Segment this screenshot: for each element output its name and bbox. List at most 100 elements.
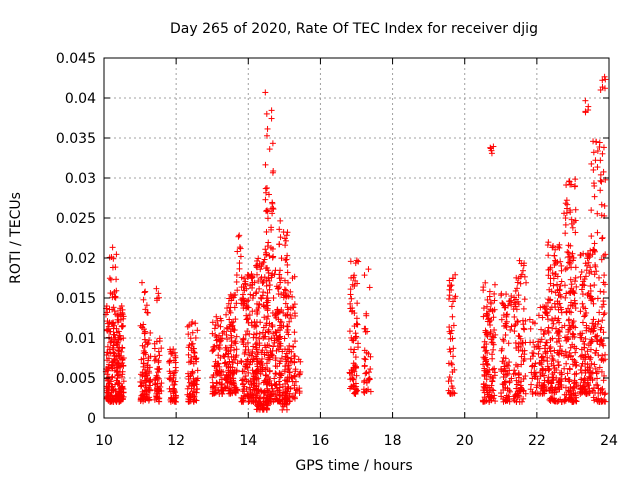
data-point bbox=[257, 266, 264, 273]
data-point bbox=[155, 348, 162, 355]
data-point bbox=[228, 332, 235, 339]
data-point bbox=[255, 403, 262, 410]
data-point bbox=[265, 239, 272, 246]
data-point bbox=[115, 347, 122, 354]
data-point bbox=[105, 383, 112, 390]
data-point bbox=[227, 390, 234, 397]
data-point bbox=[504, 311, 511, 318]
data-point bbox=[250, 331, 257, 338]
data-point bbox=[253, 330, 260, 337]
data-point bbox=[572, 362, 579, 369]
data-point bbox=[104, 349, 111, 356]
data-point bbox=[244, 328, 251, 335]
data-point bbox=[528, 381, 535, 388]
data-point bbox=[169, 350, 176, 357]
data-point bbox=[448, 377, 455, 384]
data-point bbox=[285, 293, 292, 300]
data-point bbox=[361, 272, 368, 279]
data-point bbox=[520, 305, 527, 312]
data-point bbox=[233, 272, 240, 279]
data-point bbox=[264, 395, 271, 402]
data-point bbox=[562, 200, 569, 207]
data-point bbox=[261, 256, 268, 263]
data-point bbox=[218, 317, 225, 324]
data-point bbox=[598, 201, 605, 208]
data-point bbox=[116, 380, 123, 387]
data-point bbox=[260, 278, 267, 285]
data-point bbox=[230, 318, 237, 325]
data-point bbox=[258, 295, 265, 302]
data-point bbox=[234, 287, 241, 294]
data-point bbox=[563, 209, 570, 216]
data-point bbox=[187, 394, 194, 401]
data-point bbox=[259, 347, 266, 354]
data-point bbox=[190, 393, 197, 400]
data-point bbox=[147, 377, 154, 384]
data-point bbox=[140, 393, 147, 400]
data-point bbox=[363, 310, 370, 317]
data-point bbox=[480, 305, 487, 312]
data-point bbox=[263, 207, 270, 214]
data-point bbox=[110, 358, 117, 365]
data-point bbox=[253, 264, 260, 271]
data-point bbox=[246, 384, 253, 391]
data-point bbox=[265, 376, 272, 383]
data-point bbox=[109, 244, 116, 251]
data-point bbox=[354, 321, 361, 328]
data-point bbox=[597, 171, 604, 178]
data-point bbox=[267, 393, 274, 400]
data-point bbox=[599, 235, 606, 242]
data-point bbox=[138, 356, 145, 363]
data-point bbox=[243, 312, 250, 319]
data-point bbox=[236, 265, 243, 272]
data-point bbox=[282, 389, 289, 396]
data-point bbox=[593, 139, 600, 146]
data-point bbox=[577, 366, 584, 373]
data-point bbox=[116, 352, 123, 359]
axis-ticks bbox=[103, 57, 610, 419]
data-point bbox=[286, 369, 293, 376]
data-point bbox=[247, 395, 254, 402]
data-point bbox=[147, 382, 154, 389]
data-point bbox=[193, 389, 200, 396]
data-point bbox=[291, 395, 298, 402]
data-point bbox=[581, 341, 588, 348]
data-point bbox=[256, 340, 263, 347]
data-point bbox=[137, 383, 144, 390]
data-point bbox=[264, 302, 271, 309]
data-point bbox=[588, 160, 595, 167]
data-point bbox=[216, 363, 223, 370]
data-point bbox=[260, 289, 267, 296]
data-point bbox=[166, 359, 173, 366]
data-point bbox=[270, 295, 277, 302]
data-point bbox=[266, 277, 273, 284]
data-point bbox=[291, 329, 298, 336]
data-point bbox=[238, 284, 245, 291]
data-point bbox=[241, 280, 248, 287]
data-point bbox=[283, 232, 290, 239]
data-point bbox=[238, 377, 245, 384]
data-point bbox=[154, 374, 161, 381]
data-point bbox=[266, 342, 273, 349]
data-point bbox=[241, 383, 248, 390]
data-point bbox=[449, 385, 456, 392]
data-point bbox=[452, 271, 459, 278]
data-point bbox=[268, 226, 275, 233]
data-point bbox=[142, 377, 149, 384]
data-point bbox=[276, 338, 283, 345]
data-point bbox=[166, 375, 173, 382]
data-point bbox=[107, 339, 114, 346]
data-point bbox=[236, 260, 243, 267]
data-point bbox=[283, 376, 290, 383]
data-point bbox=[119, 396, 126, 403]
data-point bbox=[107, 393, 114, 400]
data-point bbox=[144, 309, 151, 316]
data-point bbox=[276, 241, 283, 248]
data-point bbox=[572, 182, 579, 189]
data-point bbox=[142, 339, 149, 346]
y-tick-label: 0.025 bbox=[56, 211, 96, 227]
data-point bbox=[155, 294, 162, 301]
data-point bbox=[271, 375, 278, 382]
data-point bbox=[118, 362, 125, 369]
data-point bbox=[355, 258, 362, 265]
